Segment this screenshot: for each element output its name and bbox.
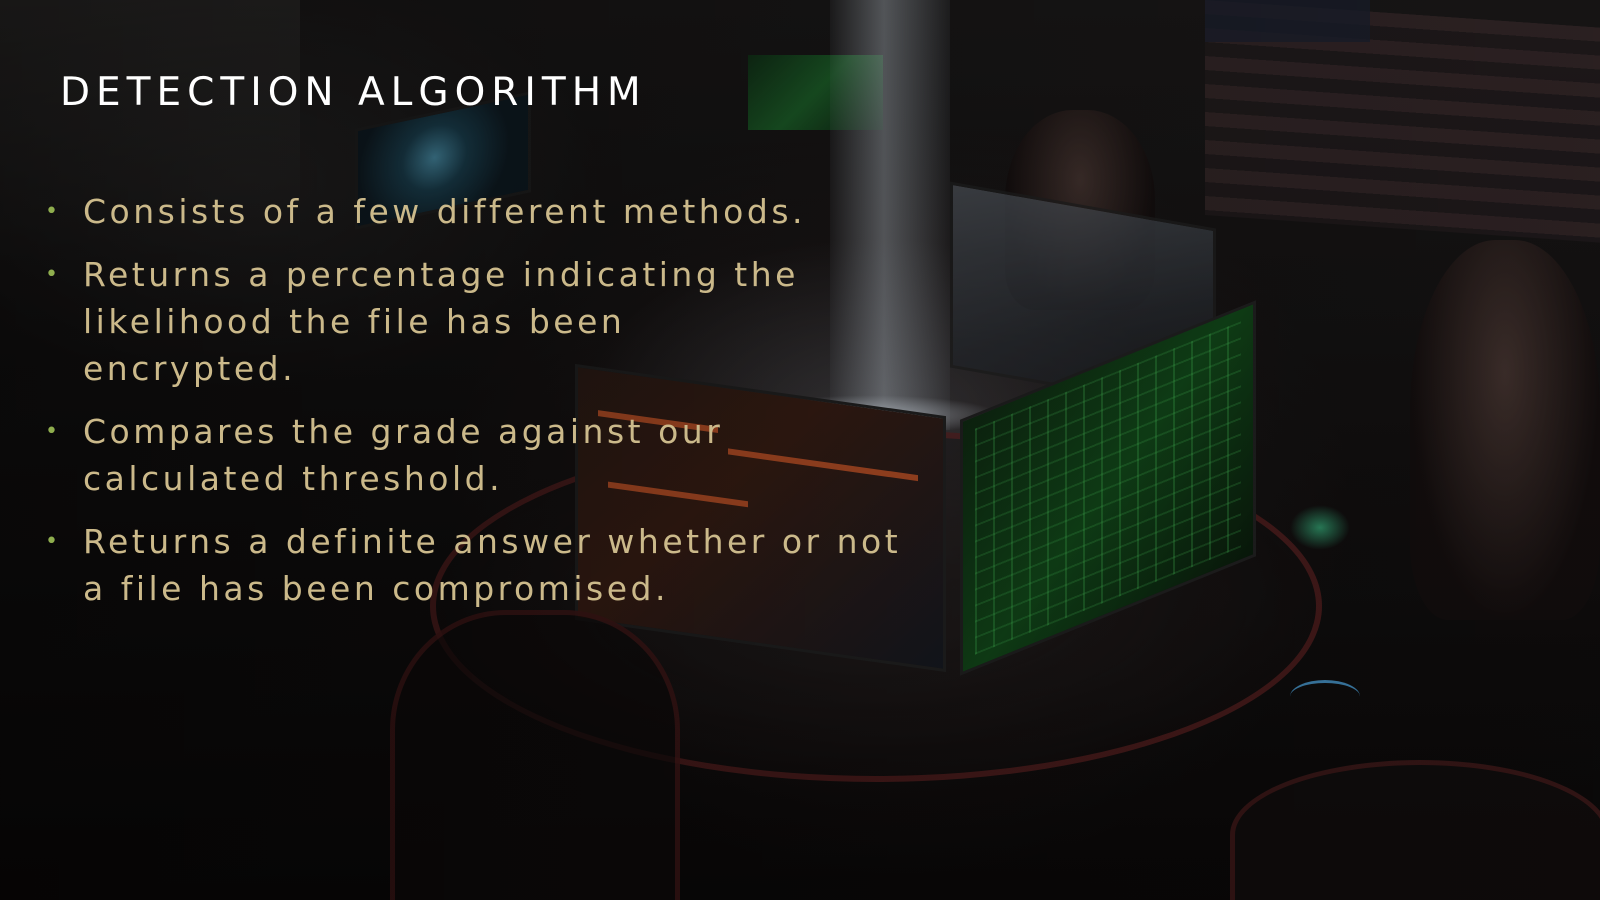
bullet-item: • Returns a percentage indicating the li… (45, 251, 843, 392)
chair-left (390, 610, 680, 900)
bullet-text: Returns a definite answer whether or not… (83, 522, 902, 608)
wall (0, 0, 300, 260)
keyboard-glow (1290, 505, 1350, 550)
chair-right (1230, 760, 1600, 900)
bullet-marker: • (45, 419, 62, 444)
bullet-text: Compares the grade against our calculate… (83, 412, 724, 498)
bullet-marker: • (45, 262, 62, 287)
glass-pillar (830, 0, 950, 430)
bullet-marker: • (45, 199, 62, 224)
person-right (1410, 240, 1600, 620)
cable-glow (1290, 680, 1360, 713)
bullet-marker: • (45, 529, 62, 554)
background-monitor-green (748, 55, 883, 130)
flag-canton (1205, 0, 1370, 42)
bullet-text: Consists of a few different methods. (83, 192, 806, 231)
bullet-list: • Consists of a few different methods. •… (45, 188, 945, 628)
bullet-item: • Returns a definite answer whether or n… (45, 518, 923, 612)
bullet-item: • Compares the grade against our calcula… (45, 408, 813, 502)
slide-title: DETECTION ALGORITHM (60, 70, 647, 115)
bullet-item: • Consists of a few different methods. (45, 188, 945, 235)
bullet-text: Returns a percentage indicating the like… (83, 255, 799, 388)
